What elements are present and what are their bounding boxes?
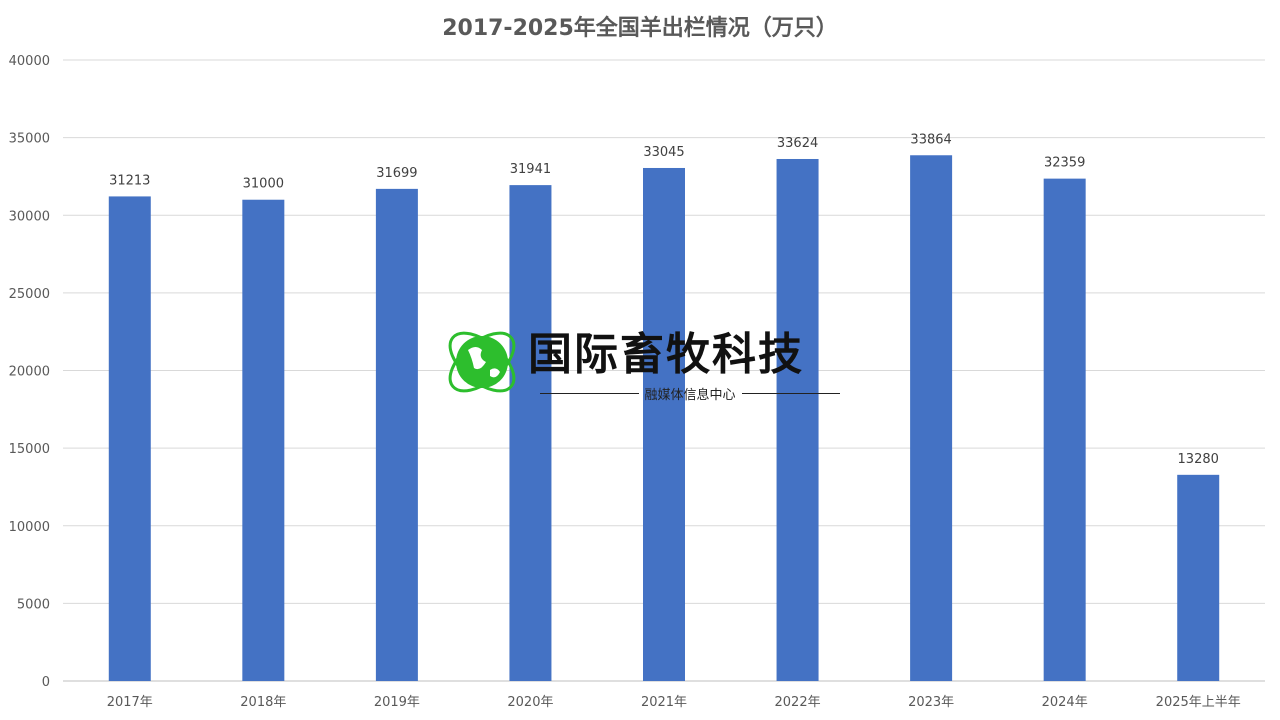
y-tick-label: 30000 [9, 209, 50, 224]
x-tick-label: 2020年 [507, 695, 553, 710]
chart-title: 2017-2025年全国羊出栏情况（万只） [442, 16, 838, 41]
data-label: 31699 [376, 166, 417, 181]
y-tick-label: 25000 [9, 287, 50, 302]
bar [509, 185, 552, 682]
bar [776, 158, 819, 681]
bar [108, 196, 151, 681]
x-tick-label: 2018年 [240, 695, 286, 710]
bar [643, 167, 685, 681]
x-tick-label: 2019年 [374, 695, 420, 710]
y-tick-label: 5000 [17, 597, 50, 612]
y-tick-label: 40000 [9, 54, 50, 69]
x-tick-label: 2021年 [641, 695, 687, 710]
y-tick-label: 15000 [9, 442, 50, 457]
bar [375, 188, 418, 681]
data-label: 31213 [109, 173, 150, 188]
watermark-subtitle: 融媒体信息中心 [644, 388, 736, 403]
data-label: 33045 [643, 145, 684, 160]
data-label: 33864 [910, 132, 951, 147]
x-tick-label: 2023年 [908, 695, 954, 710]
y-tick-label: 0 [42, 675, 50, 690]
bar [242, 199, 285, 681]
data-label: 33624 [777, 136, 818, 151]
globe-icon [448, 331, 516, 393]
y-tick-label: 35000 [9, 132, 50, 147]
watermark-subtitle-row: 融媒体信息中心 [540, 384, 841, 403]
y-tick-label: 10000 [9, 520, 50, 535]
data-label: 13280 [1178, 452, 1219, 467]
watermark-logo: 国际畜牧科技 融媒体信息中心 [440, 318, 841, 404]
x-tick-label: 2022年 [775, 695, 821, 710]
bar [1177, 474, 1220, 681]
data-label: 31000 [243, 177, 284, 192]
y-tick-label: 20000 [9, 365, 50, 380]
data-label: 32359 [1044, 156, 1085, 171]
x-tick-label: 2017年 [107, 695, 153, 710]
data-label: 31941 [510, 162, 551, 177]
x-tick-label: 2025年上半年 [1156, 695, 1241, 710]
watermark-name: 国际畜牧科技 [528, 329, 804, 380]
x-tick-label: 2024年 [1042, 695, 1088, 710]
bar [1043, 178, 1086, 681]
bar [910, 155, 953, 681]
